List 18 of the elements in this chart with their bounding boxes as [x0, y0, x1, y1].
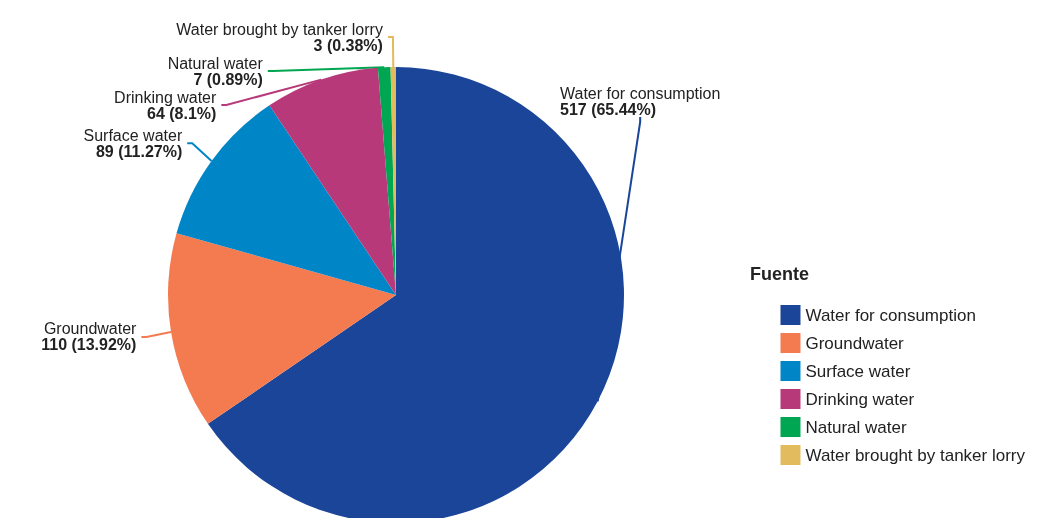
slice-label: Natural water [167, 54, 264, 72]
slice-label: Water brought by tanker lorry [176, 20, 383, 38]
slice-label: Water for consumption [560, 84, 721, 102]
legend-label: Drinking water [805, 389, 915, 409]
slice-label: Surface water [83, 126, 183, 144]
legend-label: Surface water [805, 361, 911, 381]
data-label: 517 (65.44%) [560, 100, 657, 118]
legend-label: Groundwater [805, 333, 905, 353]
data-label: 110 (13.92%) [41, 336, 137, 354]
legend-label: Natural water [805, 417, 907, 437]
slice-label: Groundwater [43, 320, 138, 338]
legend-label: Water for consumption [805, 305, 976, 325]
data-label: 7 (0.89%) [193, 70, 263, 88]
data-label: 89 (11.27%) [95, 142, 183, 160]
legend-title: Fuente [750, 264, 810, 284]
data-label: 3 (0.38%) [313, 36, 383, 54]
legend-label: Water brought by tanker lorry [805, 445, 1026, 465]
slice-label: Drinking water [114, 88, 218, 106]
